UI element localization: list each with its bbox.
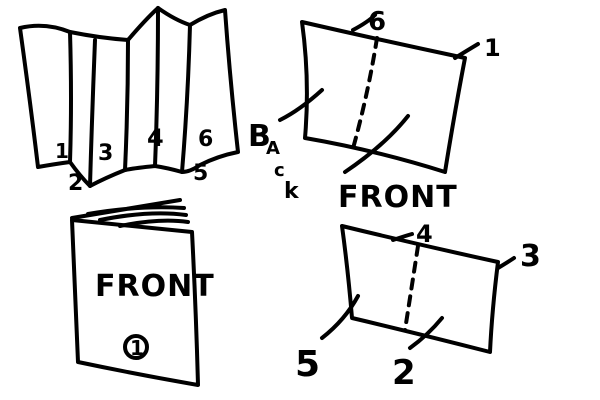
strip-label-3: 3: [98, 141, 113, 166]
strip-label-6: 6: [198, 127, 213, 152]
folded-sheet-inside: 4 3 5 2: [295, 220, 541, 393]
fold-line-4: [153, 6, 160, 168]
sheet-center-fold: [350, 36, 379, 154]
label-two: 2: [392, 353, 416, 393]
strip-label-5: 5: [193, 161, 208, 186]
inner-center-fold: [403, 244, 420, 332]
back-letter-k: k: [284, 179, 300, 204]
strip-label-1: 1: [55, 139, 69, 163]
page-number-circle: [123, 334, 149, 360]
booklet-pages: [70, 198, 190, 228]
cover-front-text: FRONT: [95, 269, 215, 304]
label-four: 4: [416, 220, 433, 248]
pointer-two: [408, 316, 444, 350]
pointer-four: [391, 232, 414, 242]
front-label: FRONT: [338, 180, 458, 215]
back-letter-c: c: [274, 160, 285, 181]
fold-line-1: [68, 30, 73, 164]
pointer-front: [343, 114, 410, 174]
booklet-cover: FRONT 1: [70, 198, 215, 387]
back-letter-a: A: [266, 138, 280, 159]
pointer-back: [278, 88, 324, 122]
label-six: 6: [368, 7, 386, 37]
pointer-one: [453, 42, 480, 60]
fold-line-3: [123, 38, 130, 172]
back-letter-b: B: [248, 119, 271, 154]
pointer-five: [320, 294, 360, 340]
strip-label-2: 2: [68, 171, 83, 196]
label-five: 5: [295, 344, 320, 385]
pointer-three: [496, 256, 516, 270]
inner-sheet-outline: [340, 224, 500, 354]
accordion-strip: 1 2 3 4 6 5: [18, 6, 240, 196]
folded-sheet-outside: 6 1 B A c k FRONT: [248, 7, 501, 215]
cover-page-number: 1: [130, 336, 144, 360]
label-three: 3: [520, 239, 541, 274]
strip-label-4: 4: [147, 124, 164, 152]
pointer-six: [351, 13, 377, 32]
fold-line-2: [88, 38, 97, 188]
sheet-outline: [300, 20, 467, 174]
label-one: 1: [484, 34, 501, 62]
fold-line-5: [180, 23, 192, 174]
booklet-outline: [70, 218, 200, 387]
